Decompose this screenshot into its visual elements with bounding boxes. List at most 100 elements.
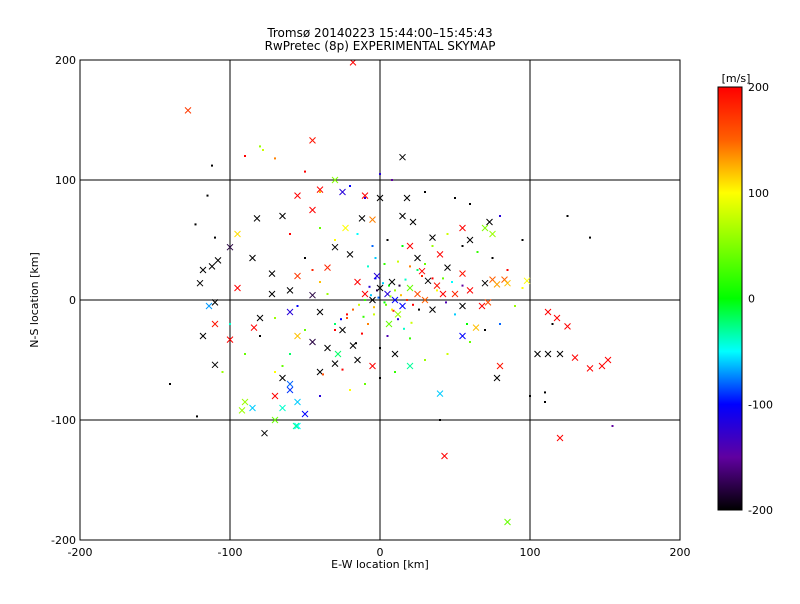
x-tick-label: -200	[68, 546, 93, 559]
data-point-x	[493, 374, 501, 382]
data-point-dot	[551, 323, 554, 325]
data-point-dot	[469, 341, 471, 343]
data-point-dot	[311, 269, 314, 271]
data-point-x	[279, 374, 286, 382]
data-point-x	[394, 311, 402, 318]
data-point-dot	[436, 289, 438, 292]
data-point-x	[376, 194, 384, 202]
data-point-dot	[431, 277, 434, 280]
data-point-x	[406, 362, 414, 370]
data-point-x	[399, 153, 406, 161]
data-point-dot	[281, 365, 284, 367]
data-point-dot	[211, 164, 213, 167]
data-point-dot	[206, 194, 209, 197]
data-point-x	[346, 251, 354, 258]
data-point-dot	[469, 203, 471, 205]
data-point-x	[466, 287, 474, 294]
data-point-dot	[289, 353, 291, 355]
data-point-x	[534, 350, 541, 358]
data-point-x	[504, 518, 511, 526]
data-point-dot	[611, 425, 614, 427]
data-point-x	[253, 215, 261, 222]
colorbar: [m/s] 200 100 0 -100 -200	[717, 72, 773, 517]
colorbar-tick-label: -100	[748, 398, 773, 411]
data-point-x	[439, 290, 447, 298]
data-point-x	[294, 398, 301, 406]
data-point-x	[403, 194, 411, 202]
data-point-x	[459, 270, 466, 277]
y-tick-label: -100	[51, 414, 76, 427]
data-point-x	[556, 350, 564, 358]
data-point-x	[279, 404, 286, 412]
data-point-dot	[304, 257, 306, 259]
data-point-x	[214, 257, 222, 264]
data-point-x	[388, 278, 396, 286]
data-point-dot	[274, 317, 276, 319]
data-point-x	[241, 398, 249, 406]
data-point-dot	[169, 383, 171, 385]
data-point-dot	[340, 318, 342, 321]
data-point-dot	[334, 323, 336, 325]
data-point-x	[309, 338, 316, 346]
data-point-x	[571, 354, 579, 361]
data-point-dot	[274, 371, 276, 373]
data-point-dot	[349, 389, 351, 391]
data-point-dot	[398, 284, 401, 287]
data-point-x	[286, 287, 294, 294]
data-point-dot	[379, 347, 381, 349]
data-point-x	[504, 279, 511, 287]
data-point-dot	[196, 415, 198, 418]
data-point-x	[249, 254, 256, 262]
data-point-x	[414, 254, 421, 262]
data-point-dot	[439, 419, 441, 421]
data-point-dot	[484, 329, 486, 331]
data-point-dot	[214, 236, 216, 239]
data-point-dot	[391, 308, 393, 311]
data-point-x	[199, 266, 207, 274]
data-point-dot	[544, 391, 546, 394]
data-point-dot	[491, 257, 494, 259]
data-point-dot	[367, 323, 369, 325]
data-point-dot	[499, 323, 501, 325]
data-point-x	[399, 212, 406, 220]
data-point-dot	[379, 377, 381, 379]
data-point-x	[451, 290, 459, 298]
data-point-x	[484, 299, 492, 306]
data-point-dot	[410, 321, 413, 324]
data-point-dot	[262, 149, 264, 151]
y-tick-label: 200	[55, 54, 76, 67]
data-point-dot	[364, 299, 366, 301]
data-point-x	[424, 277, 432, 285]
data-point-dot	[322, 373, 324, 376]
data-point-x	[331, 176, 339, 184]
x-tick-label: 200	[670, 546, 691, 559]
data-point-dot	[194, 223, 197, 226]
data-point-x	[358, 215, 366, 222]
data-point-x	[385, 320, 393, 328]
colorbar-tick-label: 100	[748, 187, 769, 200]
data-point-dot	[364, 383, 366, 385]
data-point-dot	[409, 265, 411, 268]
data-point-dot	[424, 263, 426, 265]
data-point-x	[486, 218, 493, 226]
data-point-x	[418, 267, 426, 275]
data-point-dot	[461, 245, 464, 247]
data-point-x	[234, 284, 241, 292]
data-point-x	[234, 230, 241, 238]
data-point-dot	[404, 278, 407, 281]
data-point-dot	[259, 145, 261, 148]
data-point-x	[226, 243, 234, 251]
data-point-x	[459, 302, 466, 310]
data-point-dot	[319, 281, 321, 283]
data-point-x	[211, 299, 219, 306]
data-point-dot	[383, 263, 386, 265]
data-point-dot	[304, 170, 306, 173]
data-point-x	[316, 308, 324, 316]
data-point-x	[489, 230, 496, 238]
data-point-x	[238, 407, 246, 414]
data-point-x	[339, 188, 346, 196]
data-point-dot	[424, 191, 426, 193]
data-point-x	[496, 362, 504, 370]
data-point-dot	[421, 275, 423, 277]
